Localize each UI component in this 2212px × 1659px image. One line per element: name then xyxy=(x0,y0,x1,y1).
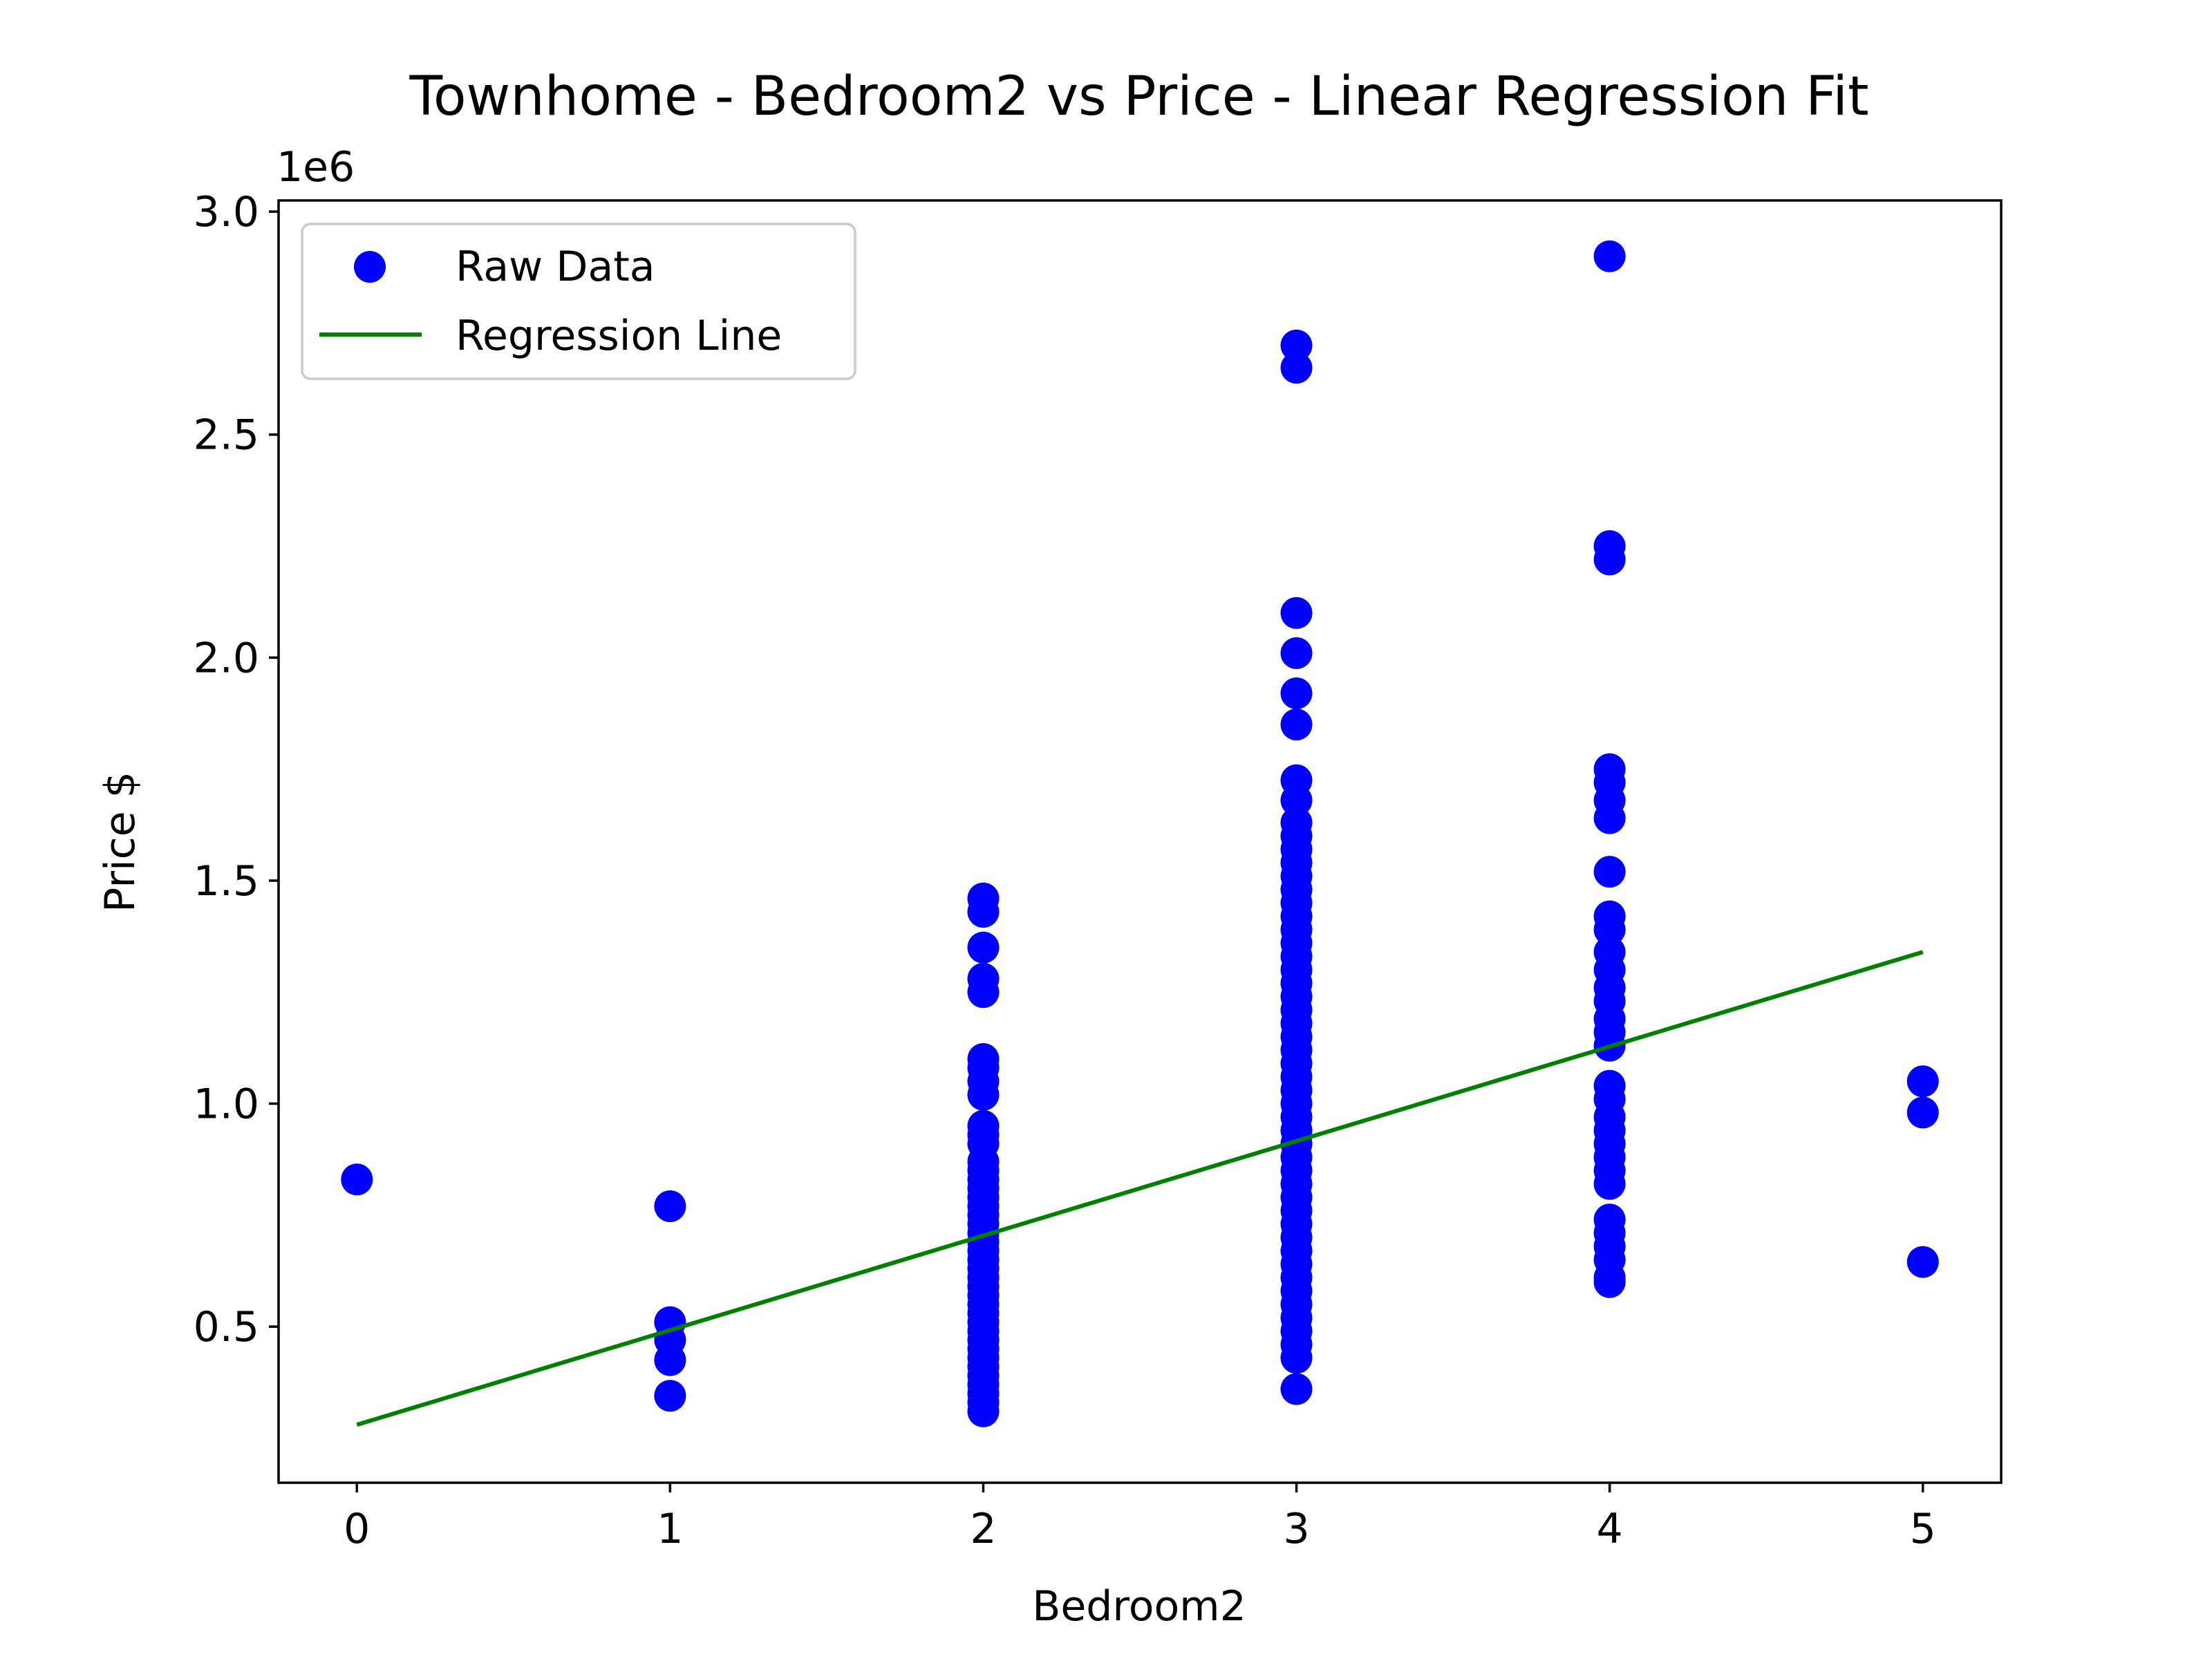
chart-title: Townhome - Bedroom2 vs Price - Linear Re… xyxy=(409,66,1868,128)
y-tick-label: 2.5 xyxy=(194,411,259,460)
data-point-106 xyxy=(1593,913,1626,946)
regression-line xyxy=(356,950,1924,1427)
data-point-47 xyxy=(1280,329,1313,362)
x-tick-label: 1 xyxy=(657,1505,683,1553)
plot-frame xyxy=(277,199,2003,1484)
data-point-5 xyxy=(654,1380,686,1412)
data-point-0 xyxy=(341,1163,373,1196)
data-point-96 xyxy=(1280,1373,1313,1405)
x-tick-label: 5 xyxy=(1910,1505,1936,1553)
data-point-52 xyxy=(1280,709,1313,741)
data-point-50 xyxy=(1280,637,1313,669)
x-tick-label: 3 xyxy=(1283,1505,1309,1553)
legend: Raw Data Regression Line xyxy=(301,223,856,380)
data-point-129 xyxy=(1906,1096,1939,1129)
legend-frame xyxy=(301,223,856,380)
data-point-99 xyxy=(1593,543,1626,576)
y-tick-label: 2.0 xyxy=(194,634,259,682)
y-tick-label: 0.5 xyxy=(194,1303,259,1351)
data-point-54 xyxy=(1280,784,1313,816)
y-tick-label: 1.5 xyxy=(194,857,259,906)
legend-label-regression-line: Regression Line xyxy=(456,312,782,360)
data-point-103 xyxy=(1593,802,1626,834)
data-point-97 xyxy=(1593,240,1626,272)
data-point-121 xyxy=(1593,1168,1626,1200)
data-point-48 xyxy=(1280,352,1313,384)
data-point-14 xyxy=(967,1078,1000,1111)
x-axis-ticks: 0 1 2 3 4 5 xyxy=(344,1483,1936,1553)
data-point-1 xyxy=(654,1190,686,1222)
data-point-128 xyxy=(1906,1065,1939,1098)
data-point-104 xyxy=(1593,856,1626,888)
data-point-7 xyxy=(967,896,1000,928)
data-point-4 xyxy=(654,1344,686,1376)
data-point-127 xyxy=(1593,1266,1626,1298)
x-tick-label: 2 xyxy=(970,1505,996,1553)
legend-label-raw-data: Raw Data xyxy=(456,243,655,291)
data-point-130 xyxy=(1906,1246,1939,1278)
legend-marker-raw-data xyxy=(354,251,386,283)
data-point-49 xyxy=(1280,597,1313,629)
plot-area xyxy=(341,240,1939,1427)
data-point-8 xyxy=(967,931,1000,964)
data-point-10 xyxy=(967,976,1000,1009)
y-tick-label: 3.0 xyxy=(194,188,259,236)
data-point-51 xyxy=(1280,677,1313,709)
data-point-46 xyxy=(967,1395,1000,1427)
y-axis-ticks: 0.5 1.0 1.5 2.0 2.5 3.0 xyxy=(194,188,279,1351)
data-point-95 xyxy=(1280,1342,1313,1374)
y-tick-label: 1.0 xyxy=(194,1080,259,1129)
y-axis-label: Price $ xyxy=(96,771,144,912)
y-axis-offset-label: 1e6 xyxy=(276,143,355,191)
x-axis-label: Bedroom2 xyxy=(1032,1582,1246,1631)
x-tick-label: 0 xyxy=(344,1505,370,1553)
x-tick-label: 4 xyxy=(1597,1505,1623,1553)
